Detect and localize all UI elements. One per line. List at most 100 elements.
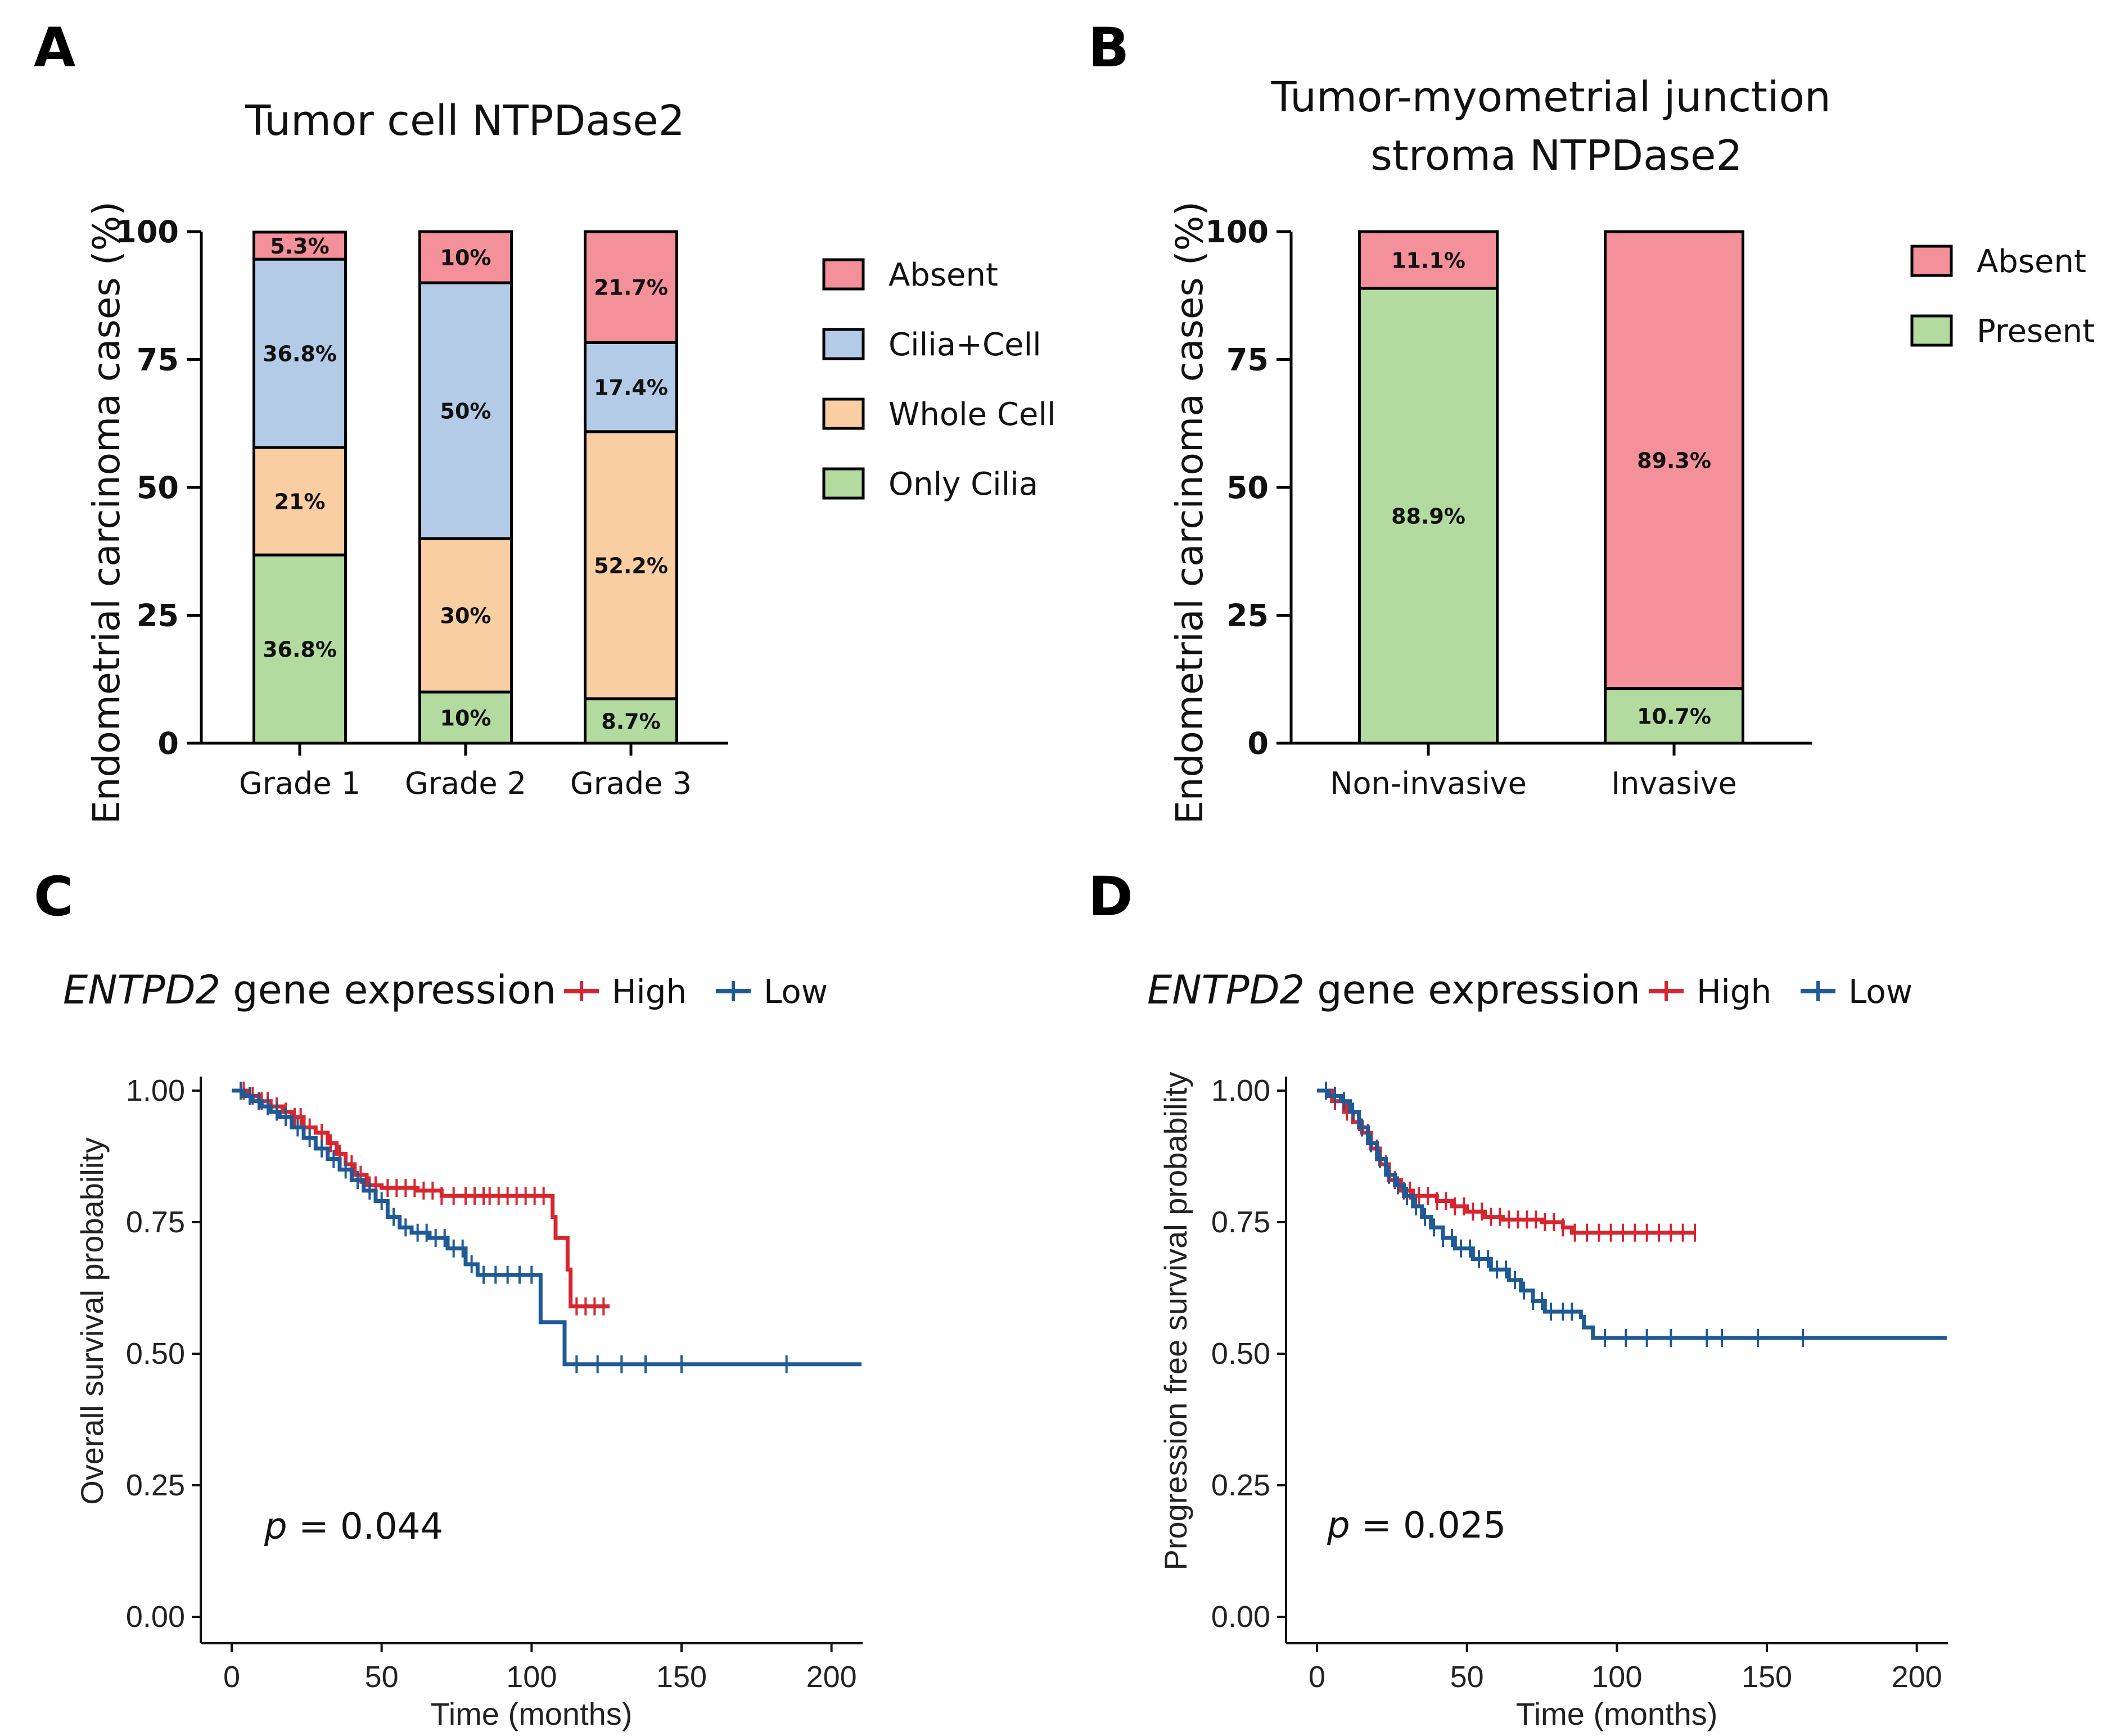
panel-c-p-value: p = 0.044 <box>264 1506 443 1548</box>
panel-d-y-tick-label: 1.00 <box>1211 1074 1270 1107</box>
panel-c-x-tick-label: 0 <box>223 1660 240 1694</box>
panel-a-bar-segment-absent <box>252 230 347 261</box>
panel-a-title: Tumor cell NTPDase2 <box>245 97 685 145</box>
panel-c-y-axis-label: Overall survival probability <box>74 1137 110 1505</box>
panel-a-bar-segment-whole-cell <box>252 446 347 557</box>
panel-a-data-label: 10% <box>440 246 491 270</box>
panel-c-legend-label-low: Low <box>764 973 828 1011</box>
panel-a-x-tick-label: Grade 1 <box>239 766 360 801</box>
panel-d-curve-high <box>1317 1088 1695 1235</box>
panel-b-title-line-2: stroma NTPDase2 <box>1370 132 1742 180</box>
panel-a-x-tick-label: Grade 2 <box>405 766 526 801</box>
panel-a-legend-swatch-absent <box>822 258 865 291</box>
panel-d-y-axis-label: Progression free survival probability <box>1158 1072 1193 1570</box>
panel-a-data-label: 36.8% <box>263 638 337 662</box>
panel-a-y-tick-label: 50 <box>137 470 179 505</box>
panel-c-curve-high <box>232 1088 610 1309</box>
panel-a-bar-segment-absent <box>418 230 513 284</box>
panel-b-y-tick-label: 75 <box>1226 342 1269 378</box>
panel-a-data-label: 21% <box>274 490 326 514</box>
panel-b-bar-segment-present <box>1358 287 1499 745</box>
panel-c-p-symbol: p <box>264 1506 287 1548</box>
panel-a-data-label: 36.8% <box>263 342 337 367</box>
panel-a-legend-swatch-whole-cell <box>822 397 865 430</box>
panel-a-data-label: 21.7% <box>594 275 668 300</box>
panel-a-y-tick-label: 100 <box>115 214 179 250</box>
panel-b-stacked-bar-chart: Tumor-myometrial junction stroma NTPDase… <box>1168 73 2095 824</box>
panel-d-p-symbol: p <box>1327 1505 1350 1547</box>
panel-label-c: C <box>34 865 73 928</box>
panel-a-bar-segment-absent <box>584 230 678 344</box>
panel-d-y-tick-label: 0.50 <box>1211 1337 1270 1371</box>
panel-b-bar-segment-absent <box>1604 230 1744 690</box>
panel-c-legend-rest: gene expression <box>220 967 556 1013</box>
panel-a-legend-label-absent: Absent <box>888 257 998 293</box>
panel-c-y-tick-label: 0.25 <box>126 1468 185 1502</box>
panel-a-bar-segment-only-cilia <box>584 697 678 745</box>
panel-a-data-label: 30% <box>440 604 491 629</box>
panel-c-p-text: = 0.044 <box>287 1506 444 1548</box>
panel-d-x-tick-label: 150 <box>1742 1660 1792 1694</box>
panel-c-legend-title: ENTPD2 gene expression <box>63 967 556 1013</box>
panel-c-x-tick-label: 150 <box>656 1660 707 1694</box>
panel-d-y-tick-label: 0.00 <box>1211 1600 1270 1634</box>
panel-a-y-axis-label: Endometrial carcinoma cases (%) <box>85 201 128 824</box>
panel-c-legend-label-high: High <box>612 973 687 1011</box>
panel-a-data-label: 10% <box>440 706 491 731</box>
panel-d-y-tick-label: 0.75 <box>1211 1205 1270 1239</box>
panel-d-p-value: p = 0.025 <box>1327 1505 1506 1547</box>
panel-d-legend-label-high: High <box>1697 973 1771 1011</box>
panel-c-y-tick-label: 0.00 <box>126 1600 185 1634</box>
panel-c-x-tick-label: 100 <box>506 1660 557 1694</box>
panel-a-legend-label-cilia-cell: Cilia+Cell <box>888 327 1041 363</box>
panel-d-curve-low <box>1317 1088 1947 1340</box>
panel-d-legend-label-low: Low <box>1848 973 1912 1011</box>
panel-b-legend-label-absent: Absent <box>1977 243 2086 280</box>
panel-a-data-label: 17.4% <box>594 376 668 400</box>
panel-b-data-label: 11.1% <box>1391 248 1465 273</box>
panel-d-x-tick-label: 200 <box>1892 1660 1942 1694</box>
panel-c-y-tick-label: 0.50 <box>126 1337 185 1371</box>
panel-b-legend-swatch-present <box>1910 314 1953 347</box>
panel-a-y-tick-label: 0 <box>157 726 179 761</box>
panel-b-y-tick-label: 0 <box>1247 726 1269 761</box>
panel-a-legend-swatch-only-cilia <box>822 467 865 500</box>
panel-b-data-label: 10.7% <box>1637 704 1711 729</box>
panel-b-legend-label-present: Present <box>1977 313 2095 350</box>
panel-a-data-label: 52.2% <box>594 553 668 578</box>
panel-b-bar-segment-absent <box>1358 230 1499 290</box>
panel-a-data-label: 8.7% <box>601 709 660 734</box>
panel-a-bar-segment-whole-cell <box>584 430 678 700</box>
panel-a-x-tick-label: Grade 3 <box>570 766 692 801</box>
panel-a-stacked-bar-chart: Tumor cell NTPDase2 Endometrial carcinom… <box>85 97 1056 824</box>
panel-c-curve-low <box>232 1088 861 1367</box>
panel-c-x-tick-label: 200 <box>806 1660 857 1694</box>
panel-label-d: D <box>1088 865 1133 928</box>
panel-a-data-label: 50% <box>440 399 491 424</box>
panel-c-x-tick-label: 50 <box>365 1660 399 1694</box>
panel-b-y-axis-label: Endometrial carcinoma cases (%) <box>1168 201 1211 824</box>
panel-b-data-label: 89.3% <box>1637 448 1711 473</box>
panel-b-legend-swatch-absent <box>1910 245 1953 277</box>
panel-b-data-label: 88.9% <box>1391 504 1465 529</box>
panel-b-x-tick-label: Invasive <box>1611 766 1737 801</box>
panel-d-p-text: = 0.025 <box>1350 1505 1506 1547</box>
panel-a-y-tick-label: 25 <box>137 598 179 634</box>
panel-b-y-tick-label: 25 <box>1226 598 1269 634</box>
panel-d-x-tick-label: 0 <box>1309 1660 1325 1694</box>
panel-d-x-tick-label: 50 <box>1450 1660 1484 1694</box>
panel-a-legend-label-only-cilia: Only Cilia <box>888 466 1038 503</box>
panel-b-x-tick-label: Non-invasive <box>1330 766 1527 801</box>
panel-a-bar-segment-cilia-cell <box>252 257 347 449</box>
panel-d-survival-curve: ENTPD2 gene expression Progression free … <box>1147 967 1948 1732</box>
panel-label-a: A <box>34 16 75 79</box>
panel-b-title-line-1: Tumor-myometrial junction <box>1270 73 1831 121</box>
panel-b-y-tick-label: 50 <box>1226 470 1269 505</box>
panel-label-b: B <box>1088 16 1129 79</box>
panel-d-x-tick-label: 100 <box>1591 1660 1642 1694</box>
panel-c-survival-curve: ENTPD2 gene expression Overall survival … <box>63 967 863 1732</box>
panel-c-legend-gene: ENTPD2 <box>63 967 220 1013</box>
panel-c-y-tick-label: 0.75 <box>126 1205 185 1239</box>
panel-d-x-axis-label: Time (months) <box>1516 1696 1718 1732</box>
